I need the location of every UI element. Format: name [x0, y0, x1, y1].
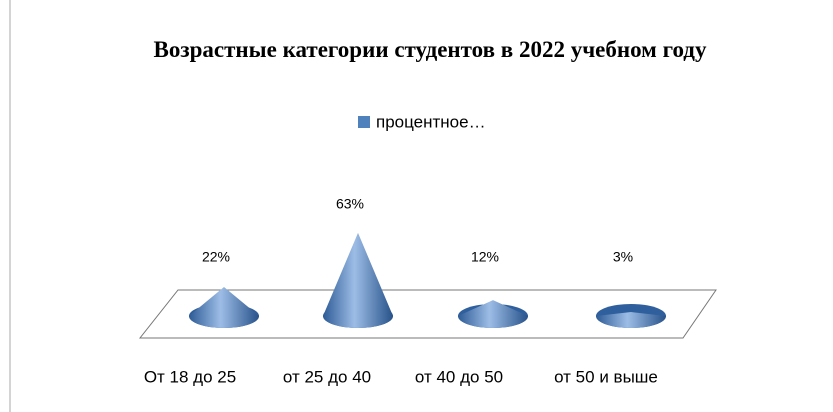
floor — [138, 289, 717, 339]
cone — [596, 312, 666, 328]
legend-label: процентное… — [376, 112, 486, 131]
chart-title: Возрастные категории студентов в 2022 уч… — [153, 37, 707, 62]
legend-swatch — [358, 116, 370, 128]
cone — [458, 300, 528, 328]
x-tick-label: от 50 и выше — [554, 367, 658, 386]
cone — [189, 286, 259, 328]
cone — [323, 232, 393, 328]
data-label: 22% — [202, 249, 230, 265]
x-tick-label: От 18 до 25 — [144, 367, 236, 386]
data-label: 3% — [613, 249, 633, 265]
data-label: 63% — [336, 196, 364, 212]
x-tick-label: от 40 до 50 — [415, 367, 503, 386]
x-tick-label: от 25 до 40 — [283, 367, 371, 386]
data-label: 12% — [471, 249, 499, 265]
